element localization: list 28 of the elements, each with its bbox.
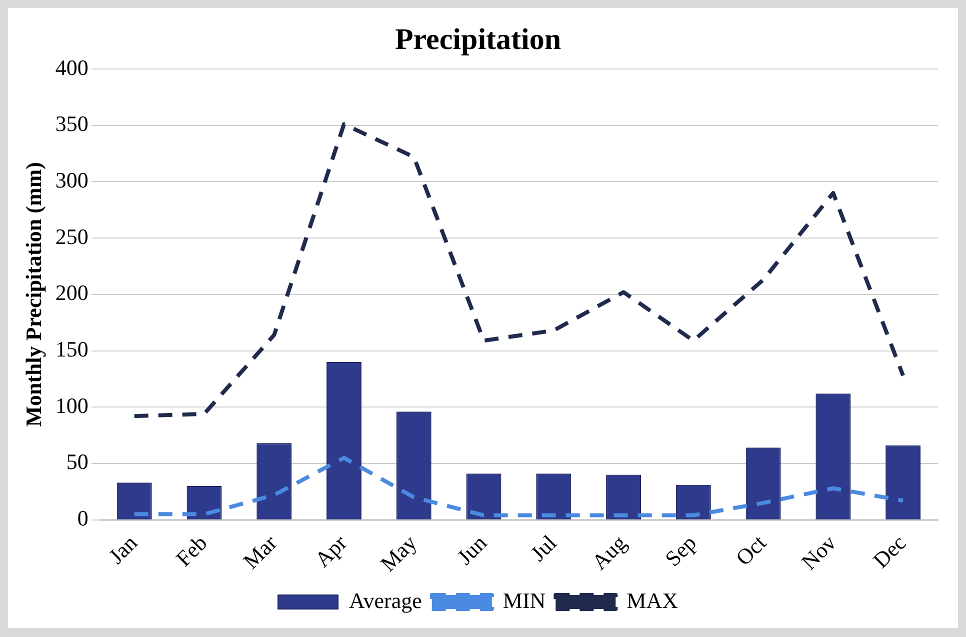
x-tick-label: Oct xyxy=(730,530,771,570)
chart-title: Precipitation xyxy=(394,22,562,56)
x-tick-label: Jul xyxy=(525,530,562,566)
legend-label: MAX xyxy=(626,588,678,613)
y-axis-title: Monthly Precipitation (mm) xyxy=(20,162,46,427)
x-tick-label: Apr xyxy=(310,530,352,572)
x-tick-label: Nov xyxy=(796,530,841,575)
line-series xyxy=(132,456,906,518)
x-tick-label: Mar xyxy=(238,530,282,574)
x-tick-label: Jun xyxy=(452,530,492,570)
y-tick-label: 100 xyxy=(55,392,88,418)
line-series xyxy=(132,122,906,418)
x-tick-label: Aug xyxy=(586,530,632,575)
y-tick-label: 200 xyxy=(55,280,88,306)
y-tick-label: 150 xyxy=(55,336,88,362)
x-tick-label: Feb xyxy=(170,530,212,572)
y-tick-label: 400 xyxy=(55,54,88,80)
y-tick-label: 50 xyxy=(66,449,88,474)
y-tick-label: 0 xyxy=(77,506,88,531)
x-tick-label: May xyxy=(375,530,422,576)
x-tick-label: Sep xyxy=(660,530,702,572)
y-tick-label: 250 xyxy=(55,224,88,249)
x-tick-label: Dec xyxy=(868,530,911,573)
y-tick-label: 300 xyxy=(55,167,88,192)
legend-label: MIN xyxy=(502,588,546,613)
legend-label: Average xyxy=(349,588,422,613)
y-tick-label: 350 xyxy=(55,111,88,136)
x-tick-label: Jan xyxy=(104,530,142,569)
